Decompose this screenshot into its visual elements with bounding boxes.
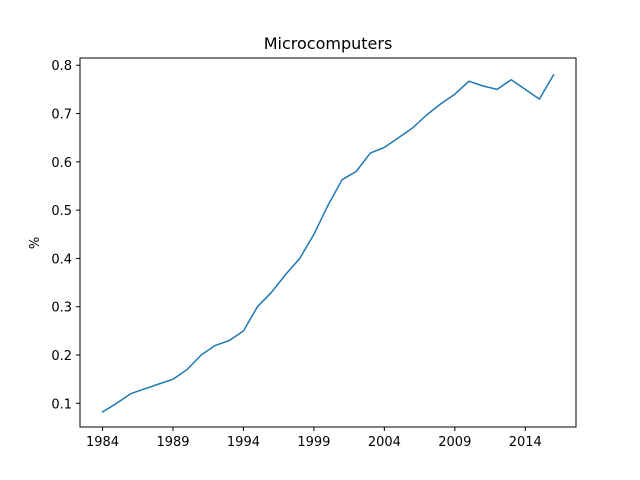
x-tick-label: 1994 — [227, 435, 260, 450]
y-tick-label: 0.3 — [51, 301, 72, 316]
x-tick-label: 1999 — [297, 435, 330, 450]
y-tick-label: 0.2 — [51, 349, 72, 364]
y-tick-label: 0.8 — [51, 59, 72, 74]
y-axis-label: % — [28, 237, 43, 249]
x-tick-label: 2004 — [368, 435, 401, 450]
y-tick-label: 0.5 — [51, 204, 72, 219]
y-tick-label: 0.1 — [51, 397, 72, 412]
y-tick-label: 0.4 — [51, 252, 72, 267]
chart-title: Microcomputers — [264, 34, 393, 53]
y-tick-label: 0.6 — [51, 156, 72, 171]
plot-frame — [79, 57, 577, 428]
y-tick-label: 0.7 — [51, 108, 72, 123]
x-tick-label: 2014 — [509, 435, 542, 450]
series-line — [101, 73, 555, 414]
x-tick-label: 1984 — [86, 435, 119, 450]
x-tick-label: 2009 — [438, 435, 471, 450]
plot-area: 1984 1989 1994 1999 2004 2009 2014 0.1 0.2 0.3 0.4… — [51, 59, 555, 450]
x-tick-label: 1989 — [156, 435, 189, 450]
